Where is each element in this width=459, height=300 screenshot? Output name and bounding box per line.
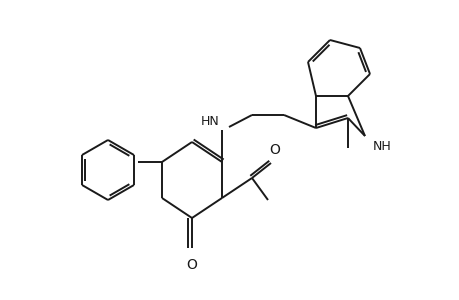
Text: HN: HN [201, 115, 219, 128]
Text: NH: NH [372, 140, 391, 153]
Text: O: O [186, 258, 197, 272]
Text: O: O [269, 143, 280, 157]
